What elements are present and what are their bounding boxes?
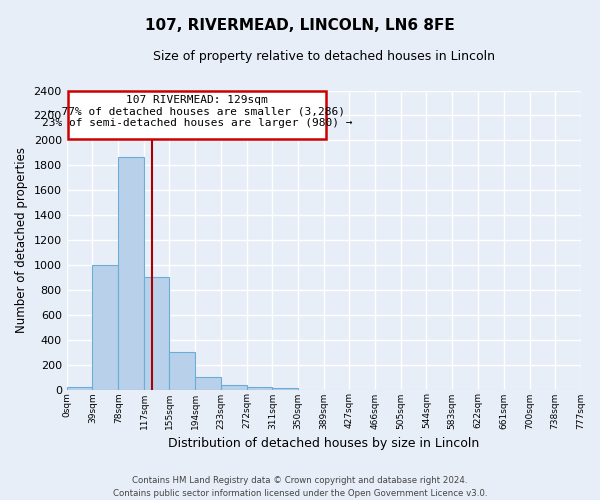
Bar	[67, 387, 92, 390]
Text: 107 RIVERMEAD: 129sqm: 107 RIVERMEAD: 129sqm	[126, 95, 268, 105]
Bar	[144, 278, 169, 390]
Bar	[118, 156, 144, 390]
X-axis label: Distribution of detached houses by size in Lincoln: Distribution of detached houses by size …	[168, 437, 479, 450]
Bar	[68, 90, 326, 139]
Text: 23% of semi-detached houses are larger (980) →: 23% of semi-detached houses are larger (…	[41, 118, 352, 128]
Text: 107, RIVERMEAD, LINCOLN, LN6 8FE: 107, RIVERMEAD, LINCOLN, LN6 8FE	[145, 18, 455, 32]
Bar	[247, 387, 272, 390]
Bar	[169, 352, 195, 390]
Bar	[195, 377, 221, 390]
Title: Size of property relative to detached houses in Lincoln: Size of property relative to detached ho…	[152, 50, 494, 63]
Text: Contains HM Land Registry data © Crown copyright and database right 2024.
Contai: Contains HM Land Registry data © Crown c…	[113, 476, 487, 498]
Text: ← 77% of detached houses are smaller (3,286): ← 77% of detached houses are smaller (3,…	[49, 106, 346, 117]
Bar	[272, 388, 298, 390]
Y-axis label: Number of detached properties: Number of detached properties	[15, 147, 28, 333]
Bar	[92, 265, 118, 390]
Bar	[221, 384, 247, 390]
